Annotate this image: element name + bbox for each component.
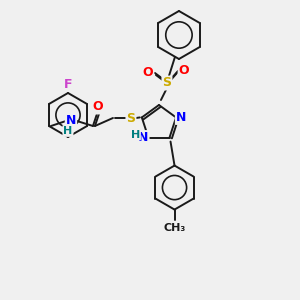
Text: N: N bbox=[176, 111, 186, 124]
Text: CH₃: CH₃ bbox=[164, 223, 186, 232]
Text: O: O bbox=[178, 64, 189, 77]
Text: H: H bbox=[63, 126, 73, 136]
Text: S: S bbox=[126, 112, 135, 124]
Text: O: O bbox=[93, 100, 103, 113]
Text: O: O bbox=[142, 67, 153, 80]
Text: H: H bbox=[131, 130, 140, 140]
Text: S: S bbox=[162, 76, 171, 89]
Text: N: N bbox=[66, 115, 76, 128]
Text: F: F bbox=[64, 77, 72, 91]
Text: N: N bbox=[138, 131, 148, 144]
